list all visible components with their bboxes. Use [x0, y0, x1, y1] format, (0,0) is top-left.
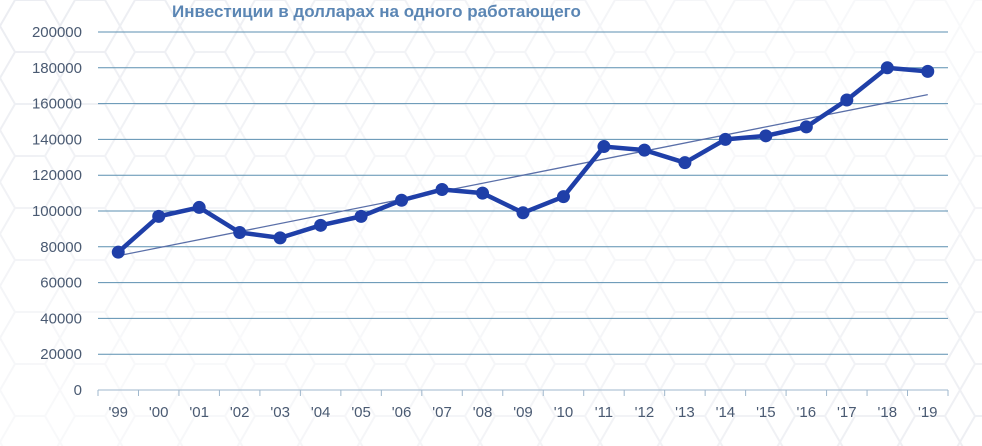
x-tick-label: '02 — [230, 404, 250, 421]
x-tick-label: '03 — [270, 404, 290, 421]
data-point — [678, 156, 692, 170]
x-tick-label: '09 — [513, 404, 533, 421]
y-tick-label: 40000 — [40, 310, 82, 327]
data-point — [597, 140, 611, 154]
x-tick-label: '13 — [675, 404, 695, 421]
data-point — [921, 64, 935, 78]
data-point — [799, 120, 813, 134]
data-point — [273, 231, 287, 245]
x-tick-label: '01 — [189, 404, 209, 421]
y-tick-label: 120000 — [32, 167, 82, 184]
x-tick-label: '15 — [756, 404, 776, 421]
x-tick-label: '07 — [432, 404, 452, 421]
x-tick-label: '11 — [595, 404, 613, 421]
x-tick-label: '17 — [837, 404, 857, 421]
x-tick-label: '16 — [797, 404, 817, 421]
x-tick-label: '99 — [108, 404, 128, 421]
data-point — [476, 186, 490, 200]
y-tick-label: 160000 — [32, 96, 82, 113]
x-tick-label: '04 — [311, 404, 331, 421]
data-point — [718, 132, 732, 146]
series-line — [115, 65, 931, 255]
x-tick-label: '08 — [473, 404, 493, 421]
x-tick-label: '06 — [392, 404, 412, 421]
data-point — [152, 209, 166, 223]
y-tick-label: 60000 — [40, 275, 82, 292]
y-tick-label: 20000 — [40, 346, 82, 363]
data-point — [759, 129, 773, 143]
data-point — [111, 245, 125, 259]
y-tick-label: 180000 — [32, 60, 82, 77]
data-point — [840, 93, 854, 107]
data-point — [233, 225, 247, 239]
x-tick-label: '00 — [149, 404, 169, 421]
y-tick-label: 140000 — [32, 131, 82, 148]
data-point — [556, 190, 570, 204]
y-tick-label: 100000 — [32, 203, 82, 220]
data-point — [435, 183, 449, 197]
data-point — [395, 193, 409, 207]
data-point — [192, 200, 206, 214]
data-point — [314, 218, 328, 232]
x-tick-label: '12 — [635, 404, 655, 421]
y-tick-label: 80000 — [40, 239, 82, 256]
y-tick-label: 0 — [74, 382, 82, 399]
data-point — [354, 209, 368, 223]
x-tick-label: '19 — [918, 404, 938, 421]
x-tick-label: '18 — [878, 404, 898, 421]
y-tick-label: 200000 — [32, 24, 82, 41]
chart-title: Инвестиции в долларах на одного работающ… — [172, 2, 581, 21]
data-point — [516, 206, 530, 220]
x-tick-label: '05 — [351, 404, 371, 421]
trendline — [118, 94, 928, 257]
data-point — [880, 61, 894, 75]
x-tick-label: '10 — [554, 404, 574, 421]
x-tick-label: '14 — [716, 404, 736, 421]
data-point — [637, 143, 651, 157]
